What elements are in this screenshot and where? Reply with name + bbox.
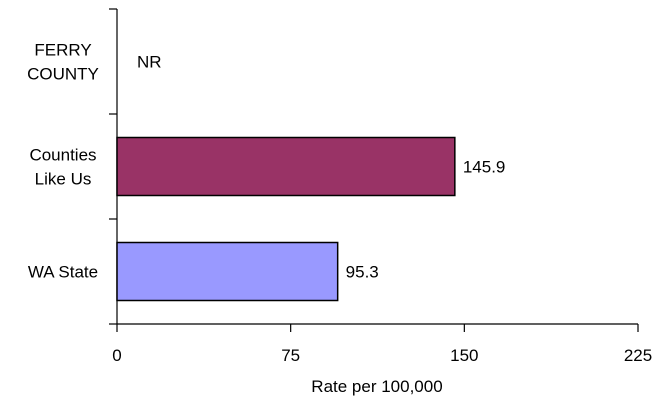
category-label: COUNTY	[27, 65, 99, 84]
x-axis-label: Rate per 100,000	[311, 377, 442, 396]
x-tick-label: 75	[281, 346, 300, 365]
bar	[116, 136, 456, 197]
x-tick-label: 225	[624, 346, 652, 365]
labels: 0 75 150 225 FERRY COUNTY NR Counties Like Us 145…	[27, 41, 652, 366]
data-label: 95.3	[346, 263, 379, 282]
category-label: WA State	[28, 263, 98, 282]
bars	[116, 136, 456, 302]
category-label: FERRY	[34, 41, 91, 60]
x-tick-label: 150	[450, 346, 478, 365]
data-label: 145.9	[463, 158, 506, 177]
category-label: Like Us	[35, 170, 92, 189]
category-label: Counties	[29, 146, 96, 165]
data-label: NR	[137, 53, 162, 72]
x-tick-label: 0	[112, 346, 121, 365]
bar	[116, 241, 339, 302]
